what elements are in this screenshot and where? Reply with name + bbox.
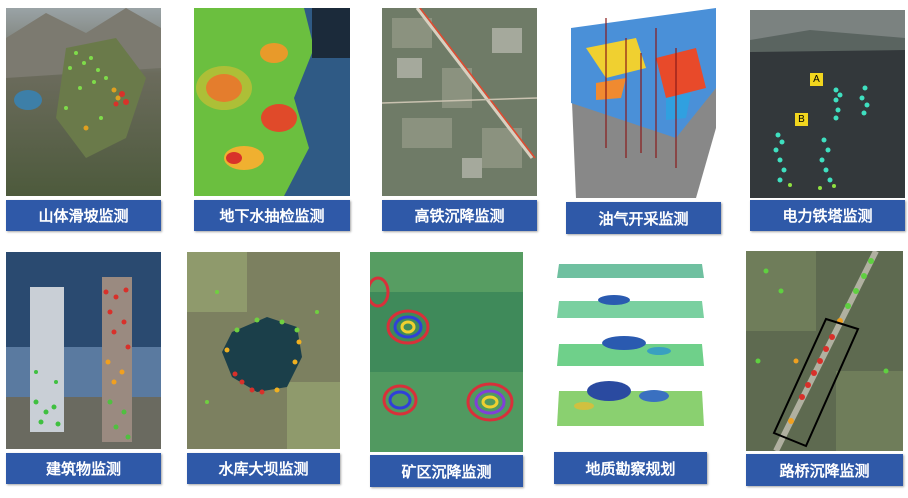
- caption-oil-gas: 油气开采监测: [566, 202, 721, 234]
- tile-highspeed-rail: 高铁沉降监测: [382, 8, 537, 231]
- tile-building: 建筑物监测: [6, 252, 161, 484]
- tile-mining-area: 矿区沉降监测: [370, 252, 523, 487]
- road-bridge-image: [746, 251, 903, 451]
- caption-landslide: 山体滑坡监测: [6, 200, 161, 231]
- tile-road-bridge: 路桥沉降监测: [746, 251, 903, 486]
- caption-building: 建筑物监测: [6, 453, 161, 484]
- marker-a: A: [813, 74, 820, 85]
- marker-b: B: [798, 114, 805, 125]
- tile-reservoir-dam: 水库大坝监测: [187, 252, 340, 484]
- caption-road-bridge: 路桥沉降监测: [746, 454, 903, 486]
- tile-landslide: 山体滑坡监测: [6, 8, 161, 231]
- mining-area-image: [370, 252, 523, 452]
- groundwater-image: [194, 8, 350, 196]
- tile-power-tower: A B 电力铁塔监测: [750, 10, 905, 233]
- tile-groundwater: 地下水抽检监测: [194, 8, 350, 231]
- caption-groundwater: 地下水抽检监测: [194, 200, 350, 231]
- geological-survey-image: [554, 256, 707, 450]
- caption-power-tower: 电力铁塔监测: [750, 200, 905, 231]
- highspeed-rail-image: [382, 8, 537, 196]
- power-tower-image: A B: [750, 10, 905, 198]
- tile-geological-survey: 地质勘察规划: [554, 256, 707, 485]
- building-image: [6, 252, 161, 449]
- caption-geological-survey: 地质勘察规划: [554, 452, 707, 484]
- landslide-image: [6, 8, 161, 196]
- caption-mining-area: 矿区沉降监测: [370, 455, 523, 487]
- tile-oil-gas: 油气开采监测: [566, 8, 721, 234]
- oil-gas-image: [566, 8, 721, 200]
- caption-reservoir-dam: 水库大坝监测: [187, 453, 340, 484]
- reservoir-dam-image: [187, 252, 340, 449]
- caption-highspeed-rail: 高铁沉降监测: [382, 200, 537, 231]
